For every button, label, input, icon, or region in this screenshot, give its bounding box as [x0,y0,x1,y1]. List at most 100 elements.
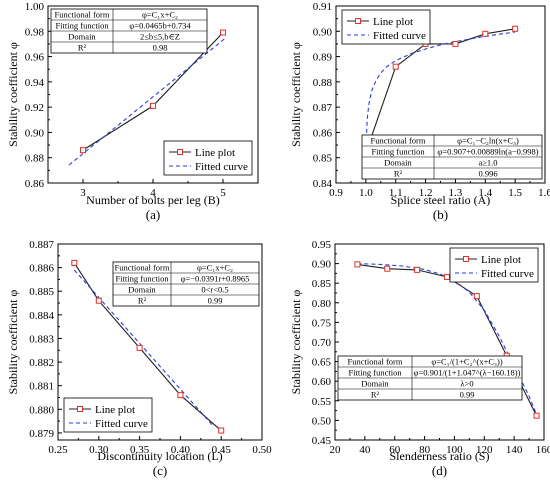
y-tick-label: 0.85 [312,278,332,290]
x-tick-label: 0.35 [130,444,150,456]
panel-label: (b) [433,207,448,222]
x-tick-label: 60 [389,444,401,456]
x-tick-label: 0.40 [171,444,191,456]
data-point-marker [392,63,399,70]
fit-table-label: R² [394,169,403,179]
data-point-marker [177,392,184,399]
data-point-marker [218,427,225,434]
fit-table-value: 0<r<0.5 [201,285,228,295]
x-tick-label: 1.6 [538,187,550,199]
fit-table-label: Domain [384,158,412,168]
y-tick-label: 0.92 [25,102,44,114]
line-plot-line [365,28,516,153]
data-point-marker [150,102,156,109]
y-axis-title: Stability coefficient φ [6,290,20,395]
panel-label: (d) [432,463,447,478]
data-point-marker [512,25,519,32]
data-point-marker [473,293,480,300]
fit-table-label: Domain [128,285,156,295]
x-axis-title: Discontinuity location (L) [97,449,222,463]
fit-table-label: Functional form [347,357,402,367]
data-point-marker [71,259,78,266]
fit-table-value: a≥1.0 [478,158,497,168]
legend-label: Line plot [195,147,235,159]
fit-table-label: Domain [361,379,389,389]
fit-table-value: λ>0 [460,379,473,389]
x-axis-title: Number of bolts per leg (B) [86,193,220,207]
y-tick-label: 0.887 [29,239,54,251]
fit-table-label: Functional form [114,263,169,273]
fitted-curve-line [68,36,227,166]
y-tick-label: 0.882 [29,357,54,369]
x-tick-label: 0.45 [212,444,232,456]
fit-table-value: φ=0.901/(1+1.047^(λ−160.18)) [414,368,521,378]
y-tick-label: 0.87 [313,102,333,114]
y-tick-label: 0.95 [312,239,332,251]
y-tick-label: 0.886 [29,263,54,275]
fit-table-label: Functional form [54,10,109,20]
y-tick-label: 0.881 [29,381,54,393]
fit-table-label: Domain [68,32,96,42]
fit-table-value: 2≤b≤5,b∈Z [140,32,180,42]
fit-table-value: φ=C₁/(1+C₂^(x+C₃)) [431,357,503,367]
x-tick-label: 120 [476,444,493,456]
x-tick-label: 20 [330,444,342,456]
legend-swatch-marker [77,406,83,412]
x-tick-label: 4 [150,187,156,199]
y-tick-label: 0.88 [25,153,45,165]
y-tick-label: 0.86 [313,127,333,139]
chart-panel-2: 0.25 0.30 0.35 0.40 0.45 0.50 0.879 0.880 0.881 0… [6,239,272,478]
legend-swatch-marker [177,149,183,155]
legend: Line plot Fitted curve [63,397,153,433]
legend-swatch-marker [463,256,469,262]
data-point-marker [95,297,102,304]
y-tick-label: 0.45 [312,435,332,447]
fit-table-label: Functional form [370,136,425,146]
x-axis-title: Slenderness ratio (S) [390,449,490,463]
fit-table: Functional form φ=C₁/(1+C₂^(x+C₃)) Fitting… [337,355,523,401]
panel-label: (c) [153,463,167,478]
fit-table-label: R² [371,390,380,400]
data-point-marker [80,147,86,154]
fit-table-label: Fitting function [371,147,425,157]
data-point-marker [220,29,226,36]
x-tick-label: 0.30 [89,444,109,456]
x-tick-label: 1.5 [508,187,522,199]
legend-label: Fitted curve [195,161,248,173]
legend-box [163,140,253,176]
fit-table-value: 0.98 [153,43,168,53]
fit-table-label: R² [138,296,147,306]
fitted-curve-line [365,31,516,168]
chart-panel-0: 3 4 5 0.86 0.88 0.90 0.92 0.94 0.96 0.98 1.00 Numbe… [6,1,259,222]
y-tick-label: 0.94 [25,77,45,89]
y-tick-label: 0.60 [312,376,332,388]
x-tick-label: 3 [80,187,86,199]
y-tick-label: 0.96 [25,52,45,64]
legend-label: Fitted curve [373,30,426,42]
y-tick-label: 0.885 [29,286,54,298]
legend: Line plot Fitted curve [341,9,431,45]
x-tick-label: 1.4 [478,187,492,199]
panel-label: (a) [146,207,160,222]
legend-box [63,397,153,433]
legend: Line plot Fitted curve [163,140,253,176]
fit-table: Functional form φ=C₁x+C₂ Fitting function φ… [112,261,260,307]
fit-table-value: φ=C₁x+C₂ [142,10,178,20]
fit-table-value: φ=0.907+0.00889ln(a−0.998) [437,147,538,157]
y-tick-label: 0.90 [312,259,332,271]
fit-table-value: 0.99 [460,390,475,400]
x-tick-label: 0.25 [48,444,68,456]
x-tick-label: 140 [506,444,523,456]
y-tick-label: 0.50 [312,415,332,427]
fit-table-value: φ=C₁−C₂ln(x+C₃) [457,136,519,146]
chart-panel-3: 20 40 60 80 100 120 140 160 0.45 0.50 0.55 0.60 0.65… [289,239,550,478]
data-point-marker [533,412,540,419]
y-axis-title: Stability coefficient φ [6,42,20,147]
y-tick-label: 0.884 [29,310,54,322]
fit-table-value: 0.99 [208,296,223,306]
y-axis-title: Stability coefficient φ [289,290,303,395]
y-tick-label: 0.89 [313,52,333,64]
data-point-marker [354,261,361,268]
fit-table-label: R² [78,43,87,53]
